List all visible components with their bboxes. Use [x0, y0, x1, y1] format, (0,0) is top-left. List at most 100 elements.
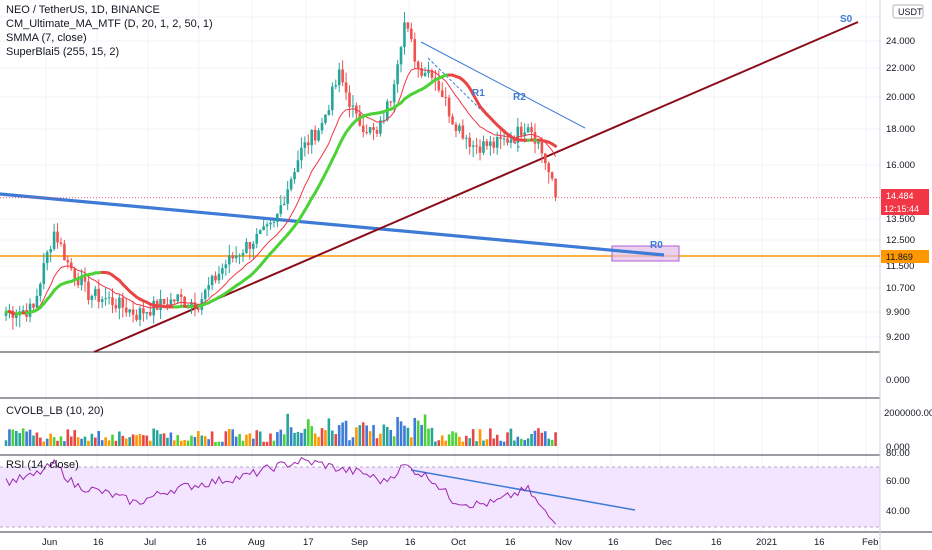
volume-bar: [420, 424, 423, 446]
blue-trendline[interactable]: [0, 192, 665, 257]
symbol-title[interactable]: NEO / TetherUS, 1D, BINANCE: [6, 4, 160, 16]
candle-body: [317, 130, 320, 141]
volume-bar: [458, 436, 461, 446]
volume-label[interactable]: CVOLB_LB (10, 20): [6, 405, 104, 417]
volume-bar: [451, 431, 454, 446]
countdown-value: 12:15:44: [884, 204, 919, 214]
candle-body: [540, 141, 544, 154]
candle-body: [516, 126, 520, 143]
candle-body: [227, 255, 231, 265]
rsi-line: [5, 456, 556, 525]
candle-body: [533, 132, 537, 144]
time-tick: Oct: [451, 537, 466, 548]
candle-body: [468, 137, 472, 147]
candle-body: [372, 127, 375, 131]
rsi-trendline[interactable]: [410, 469, 636, 511]
volume-layer: [4, 413, 557, 446]
candle-body: [293, 172, 296, 180]
candle-body: [66, 260, 70, 263]
volume-bar: [100, 440, 104, 446]
volume-bar: [327, 418, 331, 446]
candle-body: [451, 116, 454, 125]
candle-body: [447, 97, 451, 117]
volume-bar: [4, 440, 8, 446]
ultimate-ma-line: [4, 73, 558, 316]
volume-bar: [434, 441, 437, 446]
price-axis[interactable]: 24.000 22.000 20.000 18.000 16.000 13.50…: [884, 36, 932, 517]
indicator-label-superblai[interactable]: SuperBlai5 (255, 15, 2): [6, 46, 119, 58]
candle-body: [550, 172, 554, 179]
volume-bar: [554, 432, 557, 446]
volume-bar: [90, 433, 94, 446]
r2-trendline[interactable]: [420, 41, 586, 129]
candle-body: [430, 70, 434, 78]
volume-bar: [513, 440, 516, 446]
time-tick: Jul: [144, 537, 156, 548]
candle-body: [207, 285, 210, 290]
candle-body: [478, 146, 482, 153]
candle-body: [162, 298, 166, 304]
candle-body: [437, 80, 441, 91]
volume-bar: [406, 427, 410, 446]
volume-bar: [413, 417, 417, 446]
volume-bar: [118, 431, 121, 446]
volume-bar: [52, 437, 56, 446]
volume-bar: [344, 420, 348, 446]
candle-body: [348, 92, 351, 107]
volume-bar: [437, 440, 441, 446]
volume-bar: [313, 433, 317, 446]
volume-bar: [526, 438, 530, 446]
candle-body: [440, 90, 444, 98]
pane2-tick: 0.000: [886, 375, 910, 386]
volume-bar: [248, 433, 252, 446]
candle-body: [289, 179, 293, 190]
volume-bar: [214, 441, 217, 446]
indicator-label-ma[interactable]: CM_Ultimate_MA_MTF (D, 20, 1, 2, 50, 1): [6, 18, 213, 30]
candle-body: [485, 141, 489, 146]
candle-body: [217, 273, 221, 281]
volume-bar: [121, 435, 125, 446]
volume-bar: [317, 436, 320, 446]
currency-badge[interactable]: [892, 4, 924, 19]
volume-bar: [66, 429, 70, 446]
volume-bar: [351, 437, 355, 446]
candle-body: [224, 264, 228, 269]
volume-bar: [73, 430, 76, 446]
candle-body: [543, 153, 547, 164]
candle-body: [52, 231, 56, 250]
volume-bar: [97, 430, 101, 446]
candle-body: [169, 299, 173, 307]
candle-body: [35, 295, 39, 308]
rsi-label[interactable]: RSI (14, close): [6, 459, 79, 471]
volume-bar: [430, 427, 434, 446]
candle-body: [389, 101, 393, 103]
candle-body: [489, 141, 492, 146]
candle-body: [509, 139, 513, 143]
price-tick: 18.000: [886, 124, 915, 135]
volume-bar: [282, 434, 286, 446]
volume-bar: [234, 436, 238, 446]
time-axis[interactable]: Jun 16 Jul 16 Aug 17 Sep 16 Oct 16 Nov 1…: [42, 537, 878, 548]
candle-body: [334, 85, 338, 87]
volume-bar: [471, 429, 475, 446]
indicator-label-smma[interactable]: SMMA (7, close): [6, 32, 87, 44]
time-tick: 16: [814, 537, 825, 548]
volume-bar: [416, 420, 420, 446]
candle-body: [454, 124, 458, 131]
volume-bar: [530, 433, 533, 446]
volume-bar: [427, 428, 430, 446]
volume-bar: [169, 432, 173, 446]
volume-bar: [396, 416, 399, 446]
ma-segment: [550, 142, 558, 148]
candle-body: [73, 268, 76, 279]
volume-bar: [303, 428, 307, 446]
volume-bar: [533, 430, 537, 446]
volume-bar: [403, 425, 406, 446]
candle-body: [537, 141, 540, 144]
volume-bar: [272, 440, 276, 446]
volume-bar: [392, 436, 396, 446]
volume-bar: [207, 439, 210, 446]
volume-bar: [28, 429, 32, 446]
volume-bar: [361, 422, 365, 446]
